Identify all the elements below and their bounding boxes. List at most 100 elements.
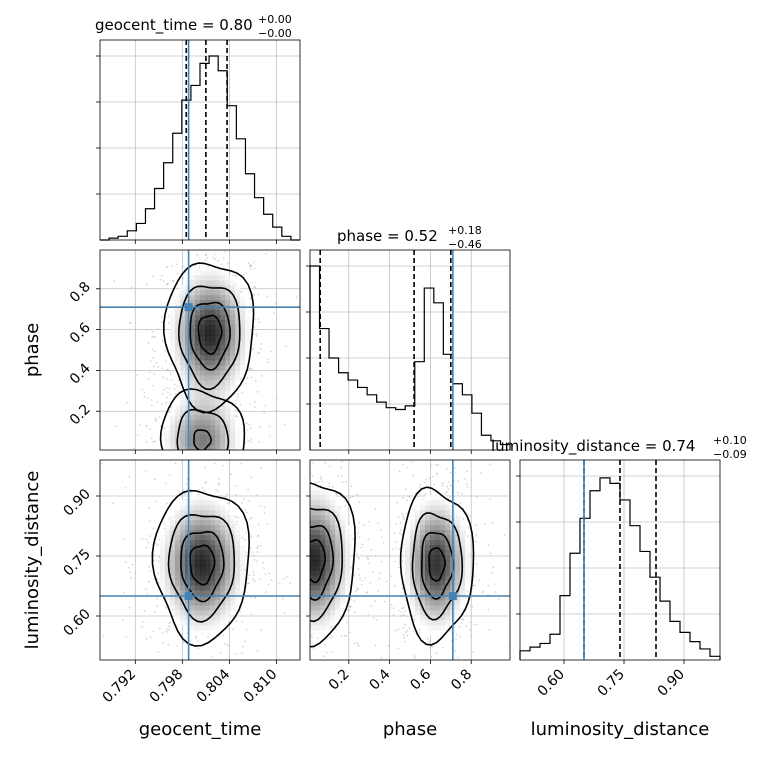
scatter-point	[252, 348, 255, 350]
scatter-point	[153, 663, 155, 665]
density-cell	[200, 295, 206, 301]
density-cell	[195, 625, 201, 631]
density-cell	[170, 610, 176, 616]
scatter-point	[165, 630, 168, 633]
scatter-point	[447, 675, 449, 677]
scatter-point	[128, 322, 131, 324]
density-cell	[175, 535, 181, 541]
density-cell	[205, 265, 211, 271]
density-cell	[200, 435, 206, 441]
density-cell	[205, 275, 211, 281]
scatter-point	[307, 532, 309, 534]
density-cell	[220, 535, 226, 541]
density-cell	[185, 405, 191, 411]
scatter-point	[154, 611, 156, 614]
y-tick-label-phase: 0.4	[67, 360, 94, 387]
density-cell	[170, 350, 176, 356]
scatter-point	[378, 577, 380, 580]
scatter-point	[147, 342, 150, 344]
scatter-point	[491, 521, 494, 524]
density-cell	[230, 320, 236, 326]
density-cell	[445, 515, 451, 521]
scatter-point	[340, 466, 343, 468]
x-tick-label-luminosity-distance: 0.90	[655, 666, 688, 699]
density-cell	[415, 595, 421, 601]
scatter-point	[154, 542, 157, 545]
scatter-point	[300, 566, 302, 568]
density-cell	[215, 555, 221, 561]
density-cell	[310, 610, 316, 616]
scatter-point	[161, 315, 164, 318]
scatter-point	[268, 572, 270, 575]
scatter-point	[303, 498, 305, 500]
density-cell	[180, 590, 186, 596]
scatter-point	[152, 335, 155, 338]
density-cell	[165, 445, 171, 450]
density-cell	[195, 365, 201, 371]
density-cell	[310, 590, 316, 596]
scatter-point	[307, 592, 309, 594]
scatter-point	[143, 395, 146, 398]
density-cell	[215, 365, 221, 371]
scatter-point	[234, 653, 237, 655]
density-cell	[215, 270, 221, 276]
density-cell	[195, 385, 201, 391]
density-cell	[330, 615, 336, 621]
scatter-point	[204, 466, 206, 468]
y-tick-label-phase: 0.2	[67, 401, 94, 428]
density-cell	[225, 330, 231, 336]
density-cell	[195, 500, 201, 506]
density-cell	[240, 310, 246, 316]
density-cell	[405, 550, 411, 556]
scatter-point	[213, 462, 216, 465]
scatter-point	[316, 714, 318, 716]
scatter-point	[379, 529, 382, 531]
phase-title: phase = 0.52 +0.18 −0.46	[337, 224, 482, 251]
density-cell	[205, 515, 211, 521]
density-cell	[215, 335, 221, 341]
scatter-point	[265, 591, 268, 593]
scatter-point	[253, 558, 256, 561]
density-cell	[195, 560, 201, 566]
density-cell	[215, 575, 221, 581]
density-cell	[220, 365, 226, 371]
density-cell	[235, 320, 241, 326]
scatter-point	[237, 396, 239, 398]
density-cell	[310, 510, 316, 516]
density-cell	[410, 535, 416, 541]
density-cell	[335, 615, 341, 621]
density-cell	[175, 520, 181, 526]
scatter-point	[232, 274, 235, 277]
scatter-point	[302, 468, 304, 470]
density-cell	[220, 315, 226, 321]
density-cell	[190, 520, 196, 526]
density-cell	[175, 575, 181, 581]
scatter-point	[435, 472, 438, 474]
density-cell	[205, 595, 211, 601]
density-cell	[185, 285, 191, 291]
density-cell	[210, 420, 216, 426]
density-cell	[445, 500, 451, 506]
density-cell	[205, 355, 211, 361]
density-cell	[325, 600, 331, 606]
scatter-point	[249, 547, 252, 550]
scatter-point	[302, 477, 304, 479]
density-cell	[430, 560, 436, 566]
scatter-point	[356, 588, 359, 590]
density-cell	[190, 405, 196, 411]
density-cell	[200, 350, 206, 356]
density-cell	[465, 585, 471, 591]
density-cell	[175, 570, 181, 576]
density-cell	[430, 510, 436, 516]
density-cell	[435, 525, 441, 531]
scatter-point	[170, 379, 173, 381]
density-cell	[230, 550, 236, 556]
density-cell	[325, 595, 331, 601]
density-cell	[215, 590, 221, 596]
scatter-point	[267, 583, 270, 586]
scatter-point	[227, 502, 229, 505]
density-cell	[430, 540, 436, 546]
density-cell	[185, 440, 191, 446]
density-cell	[175, 510, 181, 516]
density-cell	[195, 600, 201, 606]
